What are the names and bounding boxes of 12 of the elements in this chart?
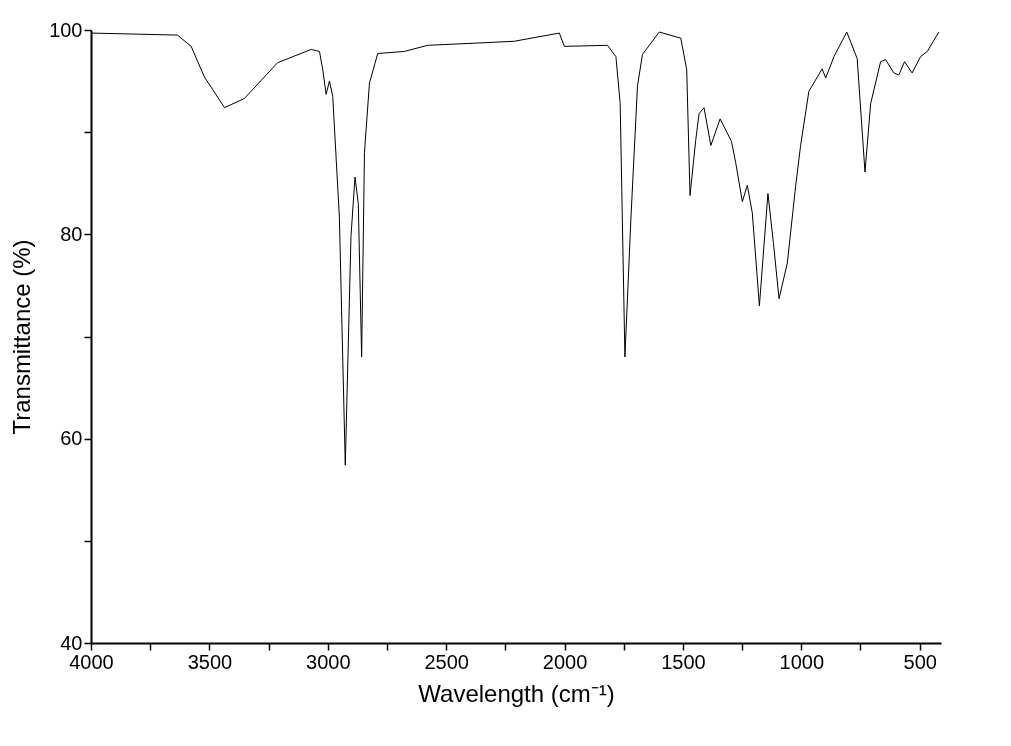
x-tick-label: 3000: [306, 650, 351, 673]
x-tick-label: 2500: [424, 650, 469, 673]
x-tick-label: 1500: [661, 650, 706, 673]
y-axis-title: Transmittance (%): [8, 239, 36, 435]
x-tick-label: 2000: [542, 650, 588, 673]
y-tick-label: 100: [49, 18, 83, 41]
x-axis-title: Wavelength (cm⁻¹): [418, 679, 615, 707]
x-tick-label: 1000: [779, 650, 825, 673]
x-tick-label: 3500: [187, 650, 233, 673]
y-tick-label: 60: [60, 427, 83, 450]
x-tick-label: 500: [903, 650, 937, 673]
y-tick-label: 80: [60, 222, 83, 245]
